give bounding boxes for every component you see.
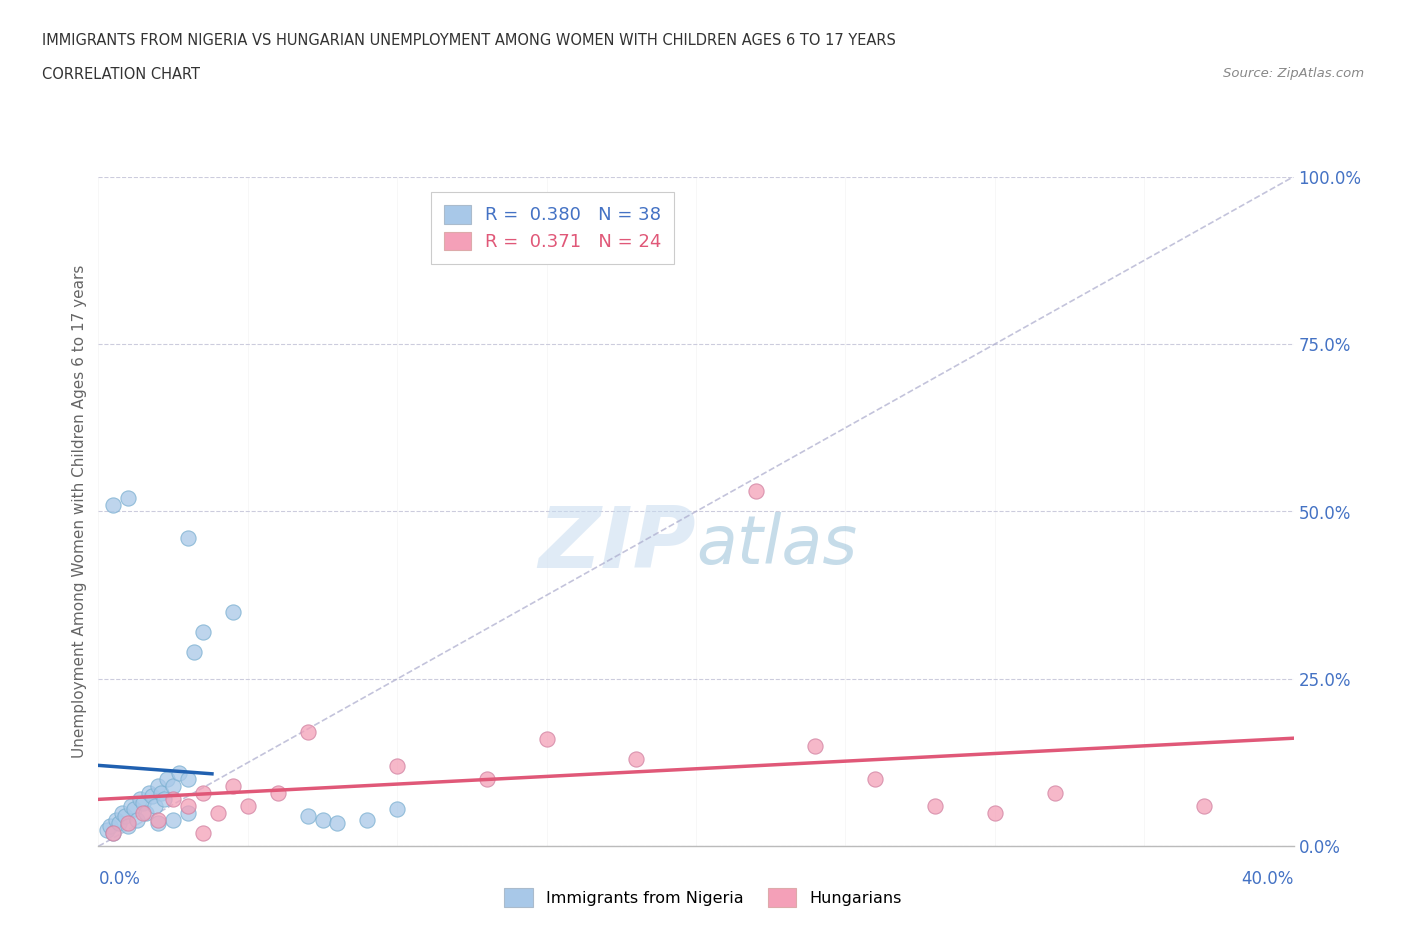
Text: IMMIGRANTS FROM NIGERIA VS HUNGARIAN UNEMPLOYMENT AMONG WOMEN WITH CHILDREN AGES: IMMIGRANTS FROM NIGERIA VS HUNGARIAN UNE… [42, 33, 896, 47]
Text: atlas: atlas [696, 512, 858, 578]
Point [624, 751, 647, 766]
Point [385, 802, 409, 817]
Point [177, 531, 200, 546]
Point [311, 812, 333, 827]
Point [1043, 785, 1066, 800]
Point [745, 484, 768, 498]
Point [385, 759, 409, 774]
Point [117, 816, 139, 830]
Point [120, 799, 142, 814]
Point [167, 765, 190, 780]
Point [132, 805, 155, 820]
Point [326, 816, 349, 830]
Y-axis label: Unemployment Among Women with Children Ages 6 to 17 years: Unemployment Among Women with Children A… [72, 265, 87, 758]
Point [117, 818, 139, 833]
Point [207, 805, 229, 820]
Point [153, 792, 176, 807]
Point [103, 498, 125, 512]
Point [148, 812, 170, 827]
Point [105, 812, 128, 827]
Point [162, 812, 184, 827]
Point [129, 792, 152, 807]
Text: ZIP: ZIP [538, 503, 696, 587]
Point [536, 732, 558, 747]
Point [162, 778, 184, 793]
Point [156, 772, 179, 787]
Point [236, 799, 259, 814]
Point [297, 725, 319, 740]
Point [124, 802, 146, 817]
Point [183, 644, 205, 659]
Point [103, 826, 125, 841]
Point [111, 805, 134, 820]
Point [177, 799, 200, 814]
Point [117, 491, 139, 506]
Point [924, 799, 946, 814]
Point [103, 826, 125, 841]
Legend: R =  0.380   N = 38, R =  0.371   N = 24: R = 0.380 N = 38, R = 0.371 N = 24 [432, 193, 673, 263]
Point [804, 738, 827, 753]
Point [177, 772, 200, 787]
Text: Source: ZipAtlas.com: Source: ZipAtlas.com [1223, 67, 1364, 80]
Point [98, 818, 122, 833]
Point [143, 799, 166, 814]
Point [475, 772, 498, 787]
Text: 0.0%: 0.0% [98, 870, 141, 887]
Text: CORRELATION CHART: CORRELATION CHART [42, 67, 200, 82]
Point [297, 809, 319, 824]
Point [356, 812, 378, 827]
Legend: Immigrants from Nigeria, Hungarians: Immigrants from Nigeria, Hungarians [498, 882, 908, 913]
Point [148, 816, 170, 830]
Point [150, 785, 173, 800]
Point [141, 789, 163, 804]
Point [138, 785, 160, 800]
Point [863, 772, 886, 787]
Point [267, 785, 290, 800]
Text: 40.0%: 40.0% [1241, 870, 1294, 887]
Point [191, 785, 214, 800]
Point [191, 625, 214, 640]
Point [222, 604, 245, 619]
Point [177, 805, 200, 820]
Point [114, 809, 136, 824]
Point [108, 816, 131, 830]
Point [983, 805, 1005, 820]
Point [162, 792, 184, 807]
Point [191, 826, 214, 841]
Point [132, 795, 155, 810]
Point [96, 822, 118, 837]
Point [1192, 799, 1215, 814]
Point [135, 805, 157, 820]
Point [148, 778, 170, 793]
Point [222, 778, 245, 793]
Point [127, 812, 149, 827]
